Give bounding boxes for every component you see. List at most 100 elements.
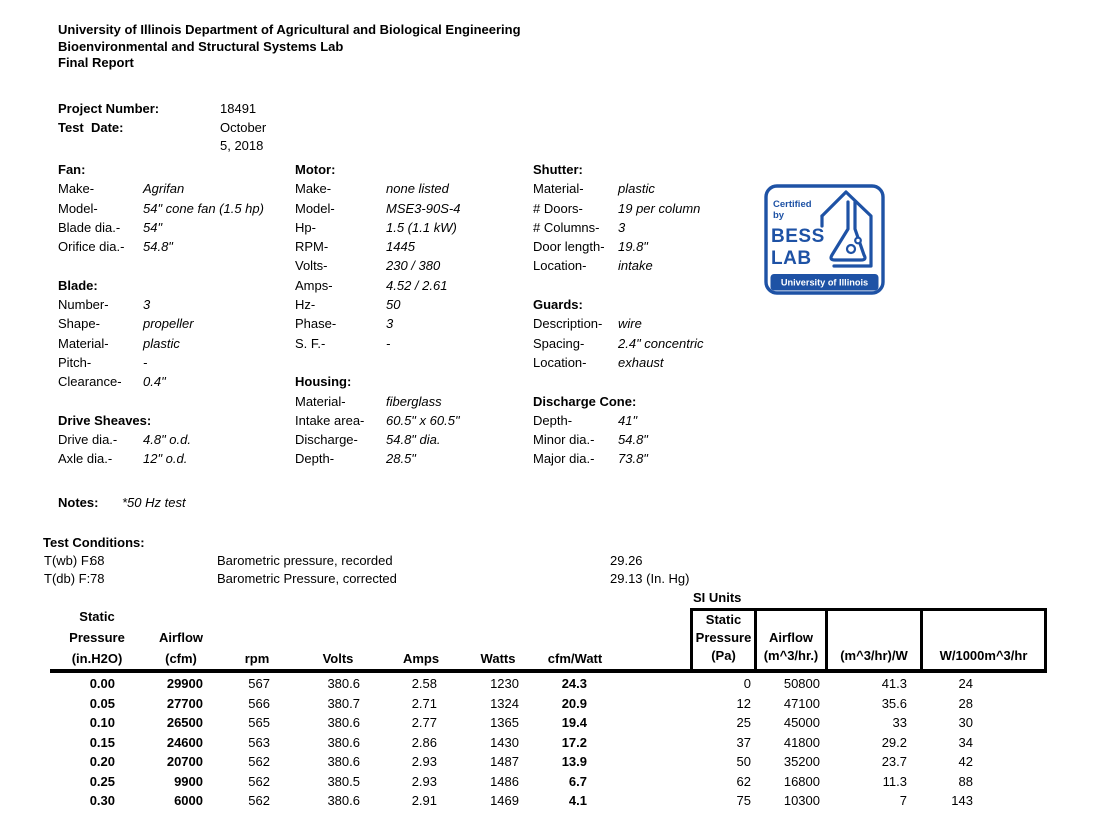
table-header-rule [50,669,1047,673]
spec-row: Shape-propeller [58,314,264,333]
table-cell: 565 [248,715,270,730]
table-cell: 2.93 [411,754,437,769]
spec-label: Shape- [58,316,100,332]
spec-spacer [533,276,704,295]
header-line: Static [705,612,742,627]
table-cell: 35200 [783,754,820,769]
si-column-header: W/1000m^3/hr [923,611,1044,669]
table-cell: 2.91 [411,793,437,808]
spec-label: Location- [533,354,587,370]
header-line: rpm [244,651,270,666]
barometric-corrected-value: 29.13 (In. Hg) [610,570,690,586]
table-cell: 45000 [783,715,820,730]
spec-label: Hp- [295,219,316,235]
table-cell: 24 [958,676,973,691]
spec-value: 4.52 / 2.61 [386,277,448,293]
spec-row: Major dia.- 73.8" [533,449,704,468]
header-line [304,606,372,627]
spec-value: 1.5 (1.1 kW) [386,219,457,235]
spec-value: 19.8" [618,239,648,255]
spec-row: RPM- 1445 [295,237,460,256]
header-line: (Pa) [711,648,736,663]
spec-value: intake [618,258,653,274]
spec-label: Material- [295,393,346,409]
table-cell: 25 [736,715,751,730]
spec-row: Intake area- 60.5" x 60.5" [295,411,460,430]
table-cell: 6000 [174,793,203,808]
spec-value: 54" cone fan (1.5 hp) [143,200,264,216]
table-cell: 29.2 [881,734,907,750]
spec-value: 54.8" [143,239,173,255]
table-cell: 17.2 [561,734,587,750]
test-conditions-row-1: T(wb) F: 68 Barometric pressure, recorde… [0,552,1100,570]
header-line [828,629,920,647]
spec-value: 12" o.d. [143,451,188,467]
table-cell: 62 [736,773,751,789]
spec-row: Description-wire [533,314,704,333]
shutter-spec-column: Shutter: Material-plastic # Doors- 19 per c… [533,160,704,469]
table-cell: 20.9 [561,695,587,711]
logo-university-text: University of Illinois [781,278,868,288]
header-line: Watts [480,651,516,666]
table-cell: 380.7 [327,695,360,711]
notes-value: *50 Hz test [122,495,186,510]
header-line: (m^3/hr.) [763,648,819,663]
header-line-3: Final Report [58,55,134,70]
table-cell: 10300 [783,793,820,808]
header-line: (m^3/hr)/W [840,648,908,663]
table-cell: 0.15 [89,734,115,750]
table-cell: 16800 [783,773,820,789]
spec-value: 28.5" [386,451,416,467]
spec-value: 60.5" x 60.5" [386,412,460,428]
barometric-corrected-label: Barometric Pressure, corrected [217,570,397,586]
spec-label: Phase- [295,316,337,332]
table-cell: 50800 [783,676,820,691]
header-line: (in.H2O) [71,651,123,666]
spec-label: Major dia.- [533,451,595,467]
spec-label: Model- [58,200,98,216]
spec-row: Phase- 3 [295,314,460,333]
spec-label: Make- [295,181,332,197]
header-line [923,611,1044,629]
imperial-column-header: Static Pressure (in.H2O) [63,606,131,669]
report-header: University of Illinois Department of Agr… [58,22,521,72]
twb-label: T(wb) F: [44,552,93,568]
project-number-label: Project Number: [58,101,160,116]
spec-section-header: Motor: [295,162,336,177]
table-cell: 41.3 [881,676,907,691]
table-row: 0.20 20700 562 380.6 2.93 1487 13.9 50 35200 23.7… [0,752,1100,772]
spec-label: Spacing- [533,335,585,351]
spec-row: Minor dia.- 54.8" [533,430,704,449]
test-conditions-row-2: T(db) F: 78 Barometric Pressure, correct… [0,570,1100,588]
spec-label: Material- [58,335,109,351]
header-line [223,606,291,627]
spec-row: # Columns- 3 [533,218,704,237]
table-cell: 28 [958,695,973,711]
header-line: Airflow [768,630,814,645]
table-cell: 566 [248,695,270,711]
test-conditions-title: Test Conditions: [43,535,145,550]
spec-spacer [533,372,704,391]
spec-row: Depth- 41" [533,411,704,430]
table-cell: 4.1 [568,793,587,808]
table-cell: 2.86 [411,734,437,750]
imperial-column-header: rpm [223,606,291,669]
spec-row: Clearance- 0.4" [58,372,264,391]
spec-label: S. F.- [295,335,326,351]
spec-value: 54" [143,219,163,235]
spec-value: 3 [618,219,626,235]
spec-row: Make- Agrifan [58,179,264,198]
spec-row: # Doors- 19 per column [533,199,704,218]
table-cell: 26500 [166,715,203,730]
table-cell: 380.6 [327,793,360,808]
si-column-header: Static Pressure (Pa) [693,611,757,669]
spec-label: Blade dia.- [58,219,121,235]
barometric-recorded-value: 29.26 [610,552,643,568]
spec-label: Drive dia.- [58,432,118,448]
table-cell: 29900 [166,676,203,691]
header-line [541,606,609,627]
spec-label: # Columns- [533,219,600,235]
table-cell: 0.30 [89,793,115,808]
header-line [757,611,825,629]
